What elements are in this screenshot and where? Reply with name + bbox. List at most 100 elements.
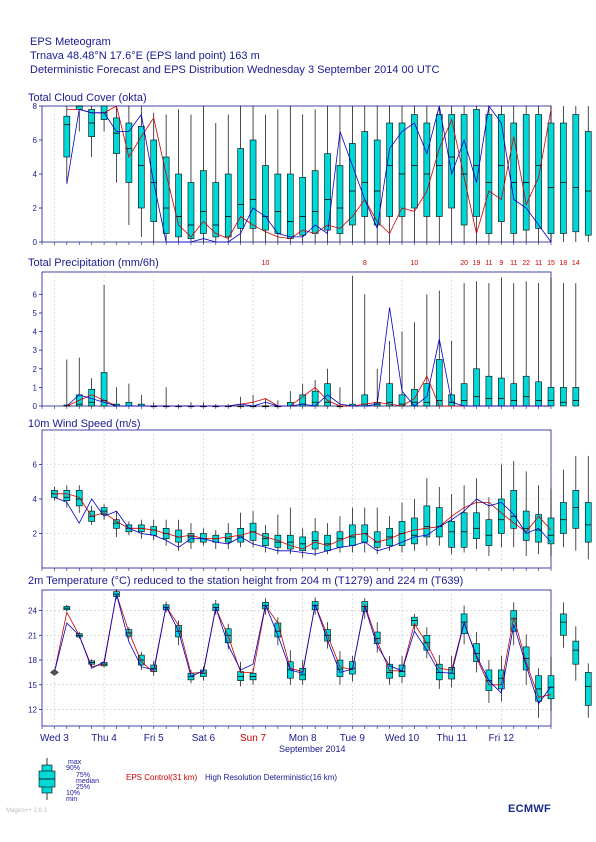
precip-offscale-label: 11 <box>535 260 542 267</box>
cloud-box <box>522 114 530 231</box>
legend-label-10: 10% <box>66 790 81 797</box>
wind-box <box>572 490 580 529</box>
wind-box <box>324 534 331 552</box>
legend-label-90: 90% <box>66 765 81 772</box>
cloud-y-tick-label: 2 <box>33 204 38 213</box>
day-label: Fri 12 <box>489 733 515 744</box>
wind-box <box>75 490 83 507</box>
day-label: Wed 10 <box>385 733 420 744</box>
cloud-box <box>262 165 269 231</box>
legend-label-max: max <box>68 759 82 766</box>
cloud-box <box>485 114 493 234</box>
legend-label-min: min <box>66 796 78 803</box>
day-label: Thu 11 <box>436 733 467 744</box>
day-label: Wed 3 <box>40 733 69 744</box>
cloud-box <box>411 114 418 209</box>
wind-box <box>423 505 431 538</box>
wind-box <box>63 490 71 502</box>
temp-box <box>237 671 244 681</box>
temp-box <box>510 610 518 632</box>
precip-y-tick-label: 1 <box>33 383 38 392</box>
cloud-box <box>386 122 393 217</box>
wind-box <box>448 521 455 548</box>
precip-y-tick-label: 3 <box>33 346 38 355</box>
precip-y-tick-label: 4 <box>33 328 38 337</box>
temp-box <box>373 631 381 644</box>
cloud-box <box>336 165 344 234</box>
wind-box <box>522 510 530 541</box>
day-label: Sat 6 <box>192 733 216 744</box>
legend-label-median: median <box>76 778 99 785</box>
precip-box <box>460 383 468 407</box>
temp-box <box>584 672 592 706</box>
wind-panel-title: 10m Wind Speed (m/s) <box>28 418 141 430</box>
meteogram-title: EPS Meteogram <box>30 36 111 48</box>
cloud-y-tick-label: 6 <box>33 136 38 145</box>
cloud-box <box>373 139 381 226</box>
cloud-box <box>187 182 195 239</box>
precip-offscale-label: 15 <box>547 260 555 267</box>
legend-label-25: 25% <box>76 784 91 791</box>
day-label: Sun 7 <box>240 733 267 744</box>
legend-control: EPS Control(31 km) <box>126 773 198 782</box>
temp-box <box>411 616 418 626</box>
cloud-y-tick-label: 8 <box>33 102 38 111</box>
precip-box <box>473 368 480 407</box>
precip-box <box>535 381 542 407</box>
cloud-box <box>175 173 182 238</box>
precip-y-tick-label: 5 <box>33 309 38 318</box>
cloud-box <box>113 117 120 154</box>
day-label: Fri 5 <box>144 733 164 744</box>
wind-y-tick-label: 2 <box>33 530 38 539</box>
cloud-box <box>311 170 319 234</box>
software-label: Magics++ 2.6.1 <box>6 808 48 814</box>
wind-y-tick-label: 4 <box>33 495 38 504</box>
temp-y-tick-label: 15 <box>28 681 37 690</box>
precip-box <box>100 372 108 407</box>
cloud-box <box>125 122 133 183</box>
precip-offscale-label: 14 <box>572 260 580 267</box>
ecmwf-logo: ECMWF <box>508 803 552 815</box>
precip-y-tick-label: 6 <box>33 290 38 299</box>
precip-offscale-label: 10 <box>262 260 270 267</box>
temp-box <box>560 613 567 636</box>
precip-box <box>299 394 307 407</box>
cloud-box <box>535 114 542 229</box>
temp-y-tick-label: 12 <box>28 706 37 715</box>
precip-box <box>485 375 493 407</box>
precip-box <box>125 401 133 407</box>
cloud-box <box>212 182 220 238</box>
precip-box <box>498 377 505 407</box>
wind-box <box>485 519 493 546</box>
cloud-box <box>398 122 406 217</box>
precip-offscale-label: 11 <box>485 260 492 267</box>
cloud-box <box>63 115 71 158</box>
temp-hres-line <box>54 593 552 705</box>
wind-box <box>510 490 518 529</box>
cloud-box <box>572 114 580 233</box>
cloud-box <box>498 114 505 222</box>
wind-hres-line <box>54 496 552 555</box>
temp-analysis-marker <box>49 669 59 676</box>
precip-hres-line <box>66 307 551 407</box>
precip-box <box>435 359 443 407</box>
day-label: Tue 9 <box>340 733 366 744</box>
wind-box <box>187 533 195 543</box>
temp-box <box>336 659 344 677</box>
cloud-y-tick-label: 4 <box>33 170 38 179</box>
cloud-panel-title: Total Cloud Cover (okta) <box>28 92 147 104</box>
precip-box <box>423 383 431 407</box>
precip-offscale-label: 18 <box>560 260 568 267</box>
precip-box <box>522 375 530 407</box>
cloud-box <box>138 126 145 209</box>
temp-box <box>498 669 505 690</box>
legend-label-75: 75% <box>76 772 91 779</box>
cloud-box <box>75 105 83 110</box>
wind-box <box>262 533 269 546</box>
wind-box <box>560 502 567 534</box>
wind-box <box>584 502 592 543</box>
precip-box <box>560 387 567 407</box>
wind-box <box>113 519 120 529</box>
wind-y-tick-label: 6 <box>33 461 38 470</box>
